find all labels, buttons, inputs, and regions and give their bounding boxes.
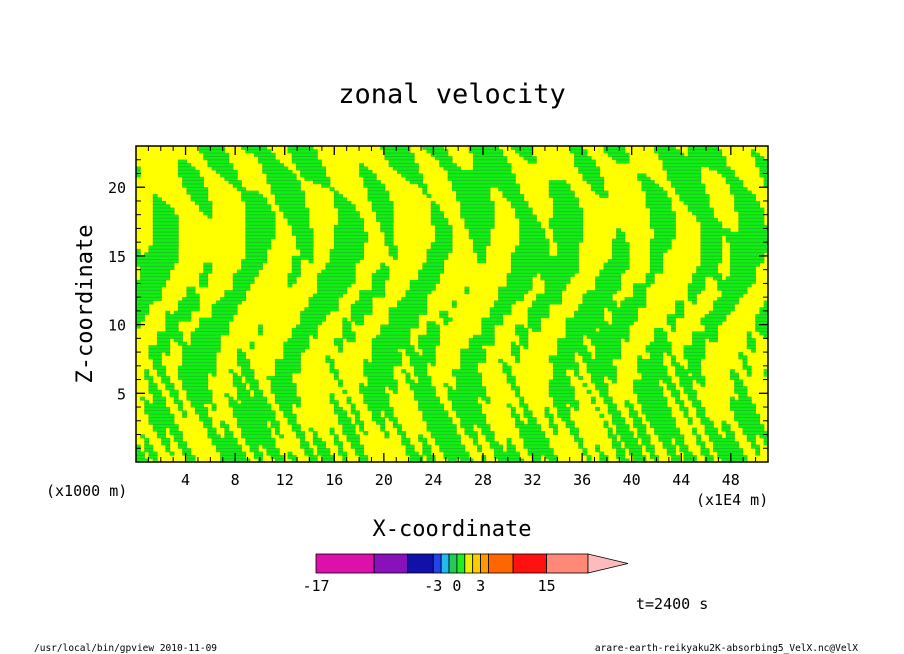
x-unit-right: (x1E4 m) — [696, 491, 768, 509]
time-label: t=2400 s — [636, 595, 708, 613]
colorbar-segment — [432, 553, 442, 574]
y-tick-label: 5 — [117, 385, 126, 403]
colorbar-segment — [315, 553, 375, 574]
colorbar-segment — [440, 553, 450, 574]
x-tick-label: 12 — [276, 471, 294, 489]
x-tick-label: 40 — [623, 471, 641, 489]
y-axis-label: Z-coordinate — [73, 225, 98, 384]
colorbar-segment — [456, 553, 466, 574]
colorbar-label: -17 — [302, 577, 329, 595]
colorbar-label: -3 — [424, 577, 442, 595]
x-tick-label: 4 — [181, 471, 190, 489]
colorbar-label: 0 — [452, 577, 461, 595]
x-tick-label: 36 — [573, 471, 591, 489]
colorbar-segment — [472, 553, 481, 574]
negative-velocity-region — [136, 146, 768, 462]
colorbar-segment — [480, 553, 489, 574]
colorbar-label: 3 — [476, 577, 485, 595]
x-tick-label: 8 — [231, 471, 240, 489]
x-tick-label: 28 — [474, 471, 492, 489]
colorbar-segment — [448, 553, 458, 574]
contour-lines — [136, 146, 768, 462]
colorbar-segment — [488, 553, 514, 574]
colorbar-segment — [373, 553, 409, 574]
x-tick-label: 24 — [424, 471, 442, 489]
colorbar: -17 -3 0 3 15 — [302, 553, 629, 595]
x-tick-label: 20 — [375, 471, 393, 489]
plot-area — [135, 145, 769, 463]
colorbar-segment — [464, 553, 474, 574]
x-tick-label: 32 — [524, 471, 542, 489]
colorbar-segment — [546, 553, 589, 574]
y-tick-label: 20 — [108, 179, 126, 197]
x-tick-label: 16 — [325, 471, 343, 489]
plot-frame — [135, 145, 769, 463]
y-tick-label: 10 — [108, 317, 126, 335]
footer-left: /usr/local/bin/gpview 2010-11-09 — [34, 643, 217, 654]
y-tick-label: 15 — [108, 248, 126, 266]
x-unit-left: (x1000 m) — [46, 482, 127, 500]
colorbar-segment — [512, 553, 548, 574]
velocity-field — [136, 146, 768, 462]
footer-right: arare-earth-reikyaku2K-absorbing5_VelX.n… — [595, 643, 858, 654]
x-tick-label: 48 — [722, 471, 740, 489]
x-tick-label: 44 — [672, 471, 690, 489]
chart-title: zonal velocity — [338, 79, 566, 110]
colorbar-overflow — [587, 553, 629, 574]
colorbar-label: 15 — [538, 577, 556, 595]
colorbar-segment — [407, 553, 434, 574]
x-axis-label: X-coordinate — [373, 517, 532, 542]
y-axis: 5 10 15 20 — [108, 159, 768, 449]
x-axis: 4 8 12 16 20 24 28 32 36 40 44 48 — [147, 146, 757, 489]
